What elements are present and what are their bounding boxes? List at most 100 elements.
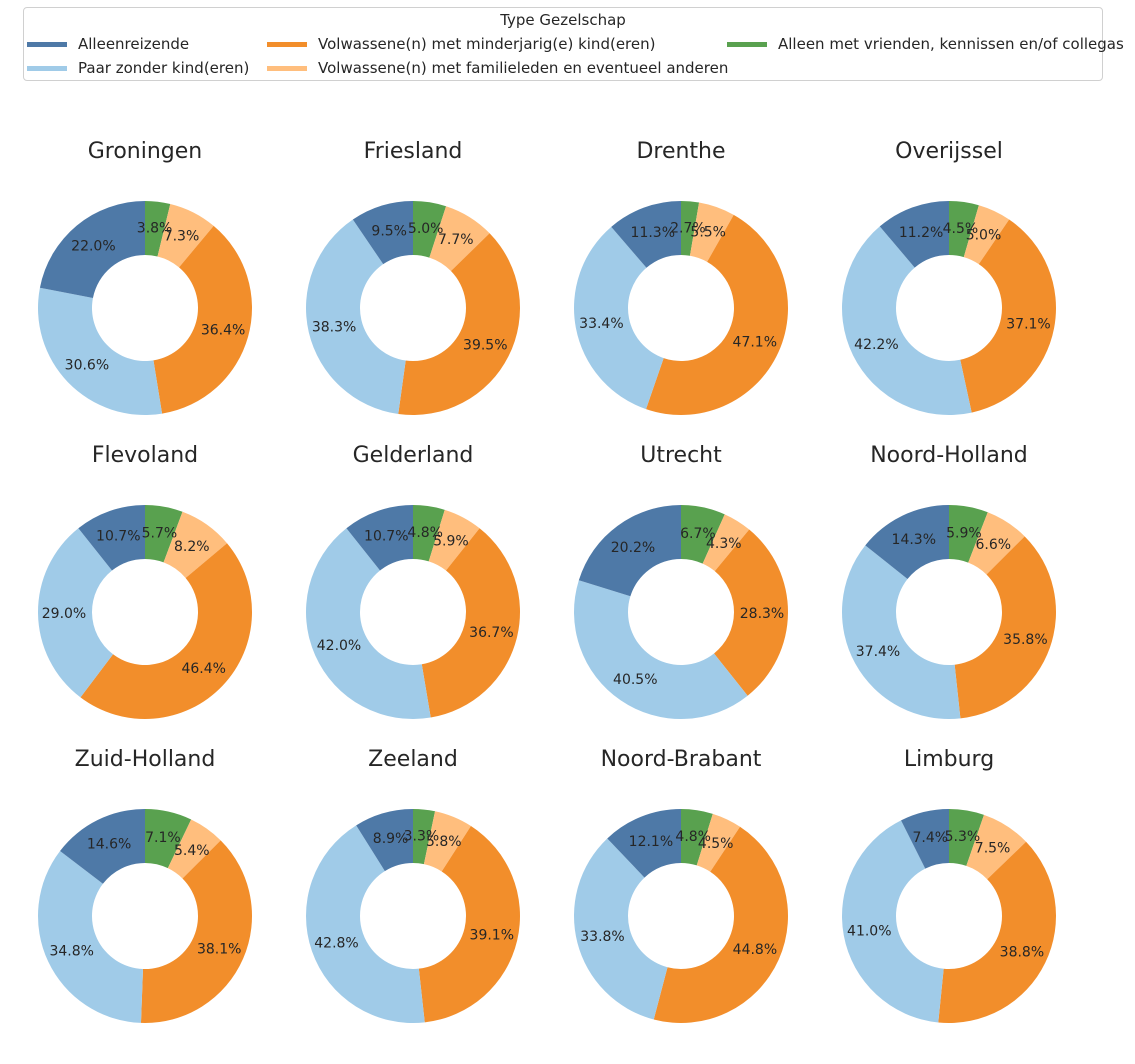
slice-label: 36.4%: [201, 323, 245, 339]
slice-label: 35.8%: [1003, 632, 1047, 648]
donut-slice: [163, 511, 228, 578]
slice-label: 42.2%: [854, 337, 898, 353]
slice-label: 37.1%: [1006, 316, 1050, 332]
chart-title: Groningen: [88, 139, 203, 164]
donut-slice: [879, 201, 949, 268]
slice-label: 46.4%: [181, 661, 225, 677]
donut-slice: [646, 214, 788, 415]
slice-label: 40.5%: [613, 672, 657, 688]
chart-title: Gelderland: [353, 443, 474, 468]
legend-label: Paar zonder kind(eren): [78, 59, 250, 77]
legend-item-alleen-met-vrienden: Alleen met vrienden, kennissen en/of col…: [727, 35, 1124, 53]
slice-label: 33.4%: [579, 316, 623, 332]
chart-title: Noord-Brabant: [601, 747, 762, 772]
slice-label: 5.5%: [690, 225, 726, 241]
chart-title: Zuid-Holland: [75, 747, 216, 772]
donut-slice: [681, 809, 713, 866]
legend-item-volwassenen-met-kinderen: Volwassene(n) met minderjarig(e) kind(er…: [267, 35, 655, 53]
slice-label: 44.8%: [733, 942, 777, 958]
donut-slice: [60, 809, 145, 884]
slice-label: 6.6%: [976, 537, 1012, 553]
donut-flevoland: Flevoland 5.7%8.2% 46.4% 29.0% 10.7%: [38, 443, 252, 719]
slice-label: 42.8%: [314, 936, 358, 952]
donut-utrecht: Utrecht 6.7%4.3% 28.3% 40.5% 20.2%: [573, 443, 788, 720]
donut-slice: [702, 514, 750, 572]
legend-label: Volwassene(n) met familieleden en eventu…: [318, 59, 729, 77]
donut-slice: [573, 580, 748, 720]
legend-item-paar-zonder-kinderen: Paar zonder kind(eren): [27, 59, 249, 77]
donut-slice: [714, 529, 788, 696]
legend-title: Type Gezelschap: [500, 11, 626, 29]
slice-label: 4.8%: [407, 525, 443, 541]
slice-label: 37.4%: [856, 644, 900, 660]
legend-item-volwassenen-met-familieleden: Volwassene(n) met familieleden en eventu…: [267, 59, 728, 77]
slice-label: 38.1%: [197, 941, 241, 957]
donut-slice: [167, 819, 221, 879]
donut-slice: [573, 226, 664, 410]
legend-swatch: [267, 41, 307, 47]
slice-label: 41.0%: [847, 924, 891, 940]
slice-label: 3.3%: [404, 828, 440, 844]
chart-title: Drenthe: [636, 139, 725, 164]
chart-title: Friesland: [364, 139, 463, 164]
donut-noord-holland: Noord-Holland 5.9%6.6% 35.8% 37.4% 14.3%: [842, 443, 1056, 719]
donut-slice: [78, 505, 145, 571]
slice-label: 7.7%: [438, 232, 474, 248]
slice-label: 22.0%: [71, 239, 115, 255]
donut-slice: [954, 536, 1056, 719]
slice-label: 20.2%: [611, 540, 655, 556]
slice-label: 4.5%: [698, 836, 734, 852]
slice-label: 3.8%: [137, 221, 173, 237]
chart-title: Utrecht: [640, 443, 722, 468]
donut-friesland: Friesland 5.0%7.7% 39.5% 38.3% 9.5%: [306, 139, 520, 415]
slice-label: 4.3%: [706, 536, 742, 552]
donut-slice: [157, 204, 214, 268]
legend-swatch: [727, 41, 767, 47]
slice-label: 29.0%: [42, 606, 86, 622]
slice-label: 39.5%: [463, 338, 507, 354]
legend-swatch: [27, 65, 67, 71]
donut-zeeland: Zeeland 3.3%5.8% 39.1% 42.8% 8.9%: [306, 747, 520, 1023]
donut-slice: [413, 505, 445, 562]
slice-label: 5.8%: [426, 834, 462, 850]
slice-label: 11.3%: [631, 225, 675, 241]
slice-label: 5.7%: [142, 525, 178, 541]
chart-title: Noord-Holland: [870, 443, 1028, 468]
donut-slice: [352, 201, 413, 265]
donut-slice: [842, 226, 972, 415]
donut-slice: [421, 528, 520, 718]
donut-slice: [611, 201, 681, 268]
slice-label: 8.9%: [373, 831, 409, 847]
donut-slice: [428, 509, 480, 571]
donut-slice: [607, 809, 681, 878]
donut-slice: [681, 505, 725, 564]
donut-slice: [842, 545, 961, 719]
slice-label: 12.1%: [629, 834, 673, 850]
slice-label: 5.3%: [945, 829, 981, 845]
donut-limburg: Limburg 5.3%7.5% 38.8% 41.0% 7.4%: [841, 747, 1056, 1023]
donut-slice: [938, 841, 1056, 1023]
donut-slice: [689, 202, 734, 262]
slice-label: 39.1%: [470, 928, 514, 944]
legend-label: Alleen met vrienden, kennissen en/of col…: [778, 35, 1124, 53]
donut-slice: [306, 825, 425, 1023]
chart-title: Zeeland: [368, 747, 458, 772]
donut-slice: [306, 528, 431, 719]
donut-slice: [145, 809, 192, 869]
donut-slice: [578, 505, 681, 597]
legend: Type Gezelschap Alleenreizende Paar zond…: [23, 7, 1124, 81]
slice-label: 10.7%: [96, 529, 140, 545]
donut-slice: [80, 543, 252, 719]
donut-slice: [865, 504, 949, 579]
donut-slice: [306, 219, 406, 414]
slice-label: 38.8%: [1000, 944, 1044, 960]
donut-slice: [963, 205, 1010, 265]
legend-item-alleenreizende: Alleenreizende: [27, 35, 189, 53]
slice-label: 47.1%: [733, 334, 777, 350]
donut-slice: [153, 225, 252, 414]
slice-label: 34.8%: [49, 944, 93, 960]
donut-slice: [145, 201, 171, 257]
donut-slice: [38, 528, 114, 698]
donut-slice: [968, 512, 1025, 575]
